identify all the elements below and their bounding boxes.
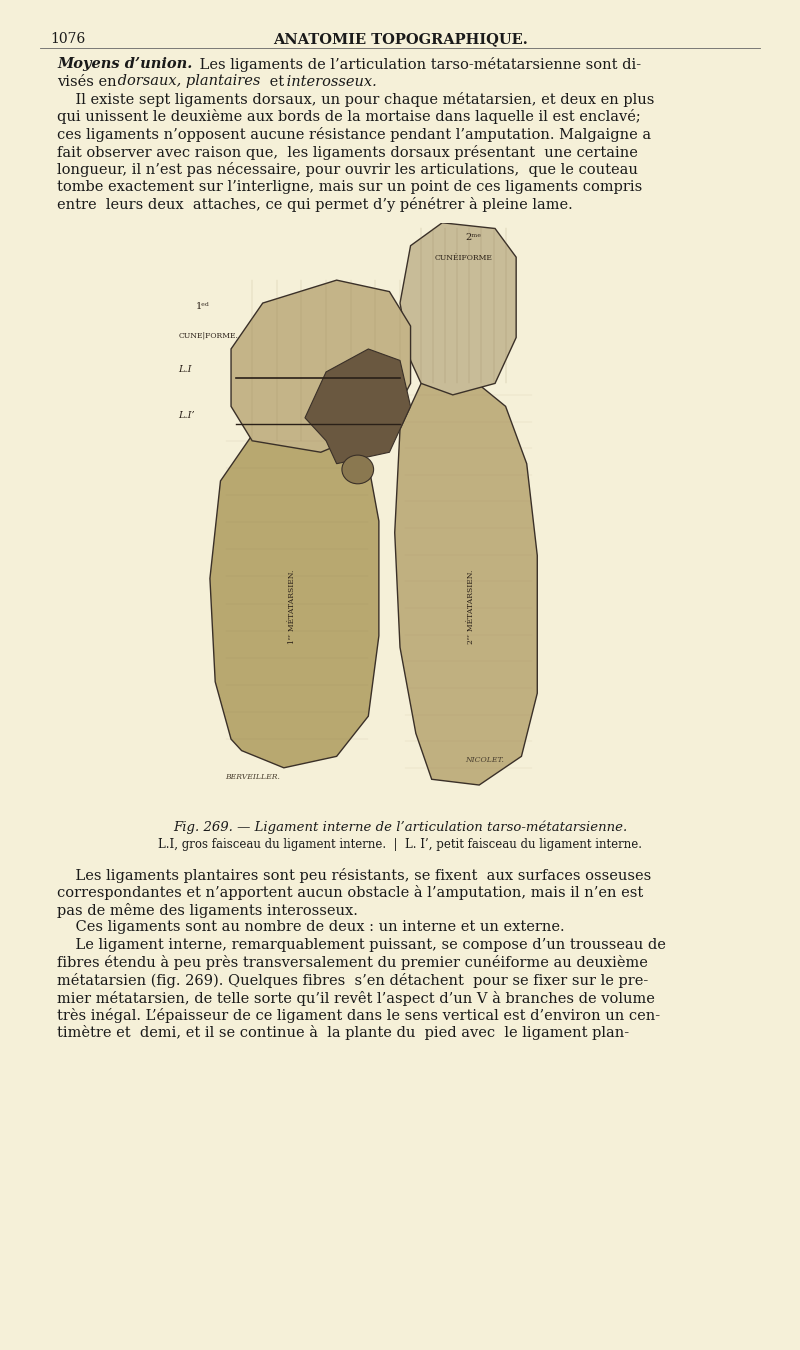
Polygon shape: [231, 281, 410, 452]
Text: métatarsien (fig. 269). Quelques fibres  s’en détachent  pour se fixer sur le pr: métatarsien (fig. 269). Quelques fibres …: [57, 973, 648, 988]
Text: 1ᵉᵈ: 1ᵉᵈ: [196, 302, 210, 311]
Text: visés en: visés en: [57, 74, 117, 89]
Text: fibres étendu à peu près transversalement du premier cunéiforme au deuxième: fibres étendu à peu près transversalemen…: [57, 956, 648, 971]
Text: fait observer avec raison que,  les ligaments dorsaux présentant  une certaine: fait observer avec raison que, les ligam…: [57, 144, 638, 159]
Polygon shape: [394, 371, 538, 786]
Polygon shape: [400, 223, 516, 394]
Text: Ces ligaments sont au nombre de deux : un interne et un externe.: Ces ligaments sont au nombre de deux : u…: [57, 921, 565, 934]
Text: L.I, gros faisceau du ligament interne.  |  L. I’, petit faisceau du ligament in: L.I, gros faisceau du ligament interne. …: [158, 838, 642, 850]
Polygon shape: [210, 418, 379, 768]
Text: Les ligaments plantaires sont peu résistants, se fixent  aux surfaces osseuses: Les ligaments plantaires sont peu résist…: [57, 868, 651, 883]
Text: pas de même des ligaments interosseux.: pas de même des ligaments interosseux.: [57, 903, 358, 918]
Text: 1ᵉʳ MÉTATARSIEN.: 1ᵉʳ MÉTATARSIEN.: [288, 570, 296, 644]
Text: Il existe sept ligaments dorsaux, un pour chaque métatarsien, et deux en plus: Il existe sept ligaments dorsaux, un pou…: [57, 92, 654, 107]
Text: interosseux.: interosseux.: [282, 74, 377, 89]
Text: BERVEILLER.: BERVEILLER.: [225, 774, 279, 782]
Text: mier métatarsien, de telle sorte qu’il revêt l’aspect d’un V à branches de volum: mier métatarsien, de telle sorte qu’il r…: [57, 991, 655, 1006]
Text: longueur, il n’est pas nécessaire, pour ouvrir les articulations,  que le coutea: longueur, il n’est pas nécessaire, pour …: [57, 162, 638, 177]
Text: L.I: L.I: [178, 364, 192, 374]
Text: timètre et  demi, et il se continue à  la plante du  pied avec  le ligament plan: timètre et demi, et il se continue à la …: [57, 1026, 629, 1041]
Polygon shape: [305, 348, 410, 464]
Text: Le ligament interne, remarquablement puissant, se compose d’un trousseau de: Le ligament interne, remarquablement pui…: [57, 938, 666, 952]
Text: CUNÉIFORME: CUNÉIFORME: [434, 254, 492, 262]
Text: ANATOMIE TOPOGRAPHIQUE.: ANATOMIE TOPOGRAPHIQUE.: [273, 32, 527, 46]
Text: entre  leurs deux  attaches, ce qui permet d’y pénétrer à pleine lame.: entre leurs deux attaches, ce qui permet…: [57, 197, 573, 212]
Text: tombe exactement sur l’interligne, mais sur un point de ces ligaments compris: tombe exactement sur l’interligne, mais …: [57, 180, 642, 193]
Text: 2ᵐᵉ: 2ᵐᵉ: [466, 234, 482, 242]
Ellipse shape: [342, 455, 374, 483]
Text: Moyens d’union.: Moyens d’union.: [57, 57, 192, 72]
Text: correspondantes et n’apportent aucun obstacle à l’amputation, mais il n’en est: correspondantes et n’apportent aucun obs…: [57, 886, 643, 900]
Text: Les ligaments de l’articulation tarso-métatarsienne sont di-: Les ligaments de l’articulation tarso-mé…: [195, 57, 641, 72]
Text: NICOLET.: NICOLET.: [465, 756, 504, 764]
Text: L.I’: L.I’: [178, 410, 195, 420]
Text: 2ᵉʳ MÉTATARSIEN.: 2ᵉʳ MÉTATARSIEN.: [467, 570, 475, 644]
Text: 1076: 1076: [50, 32, 86, 46]
Text: Fig. 269. — Ligament interne de l’articulation tarso-métatarsienne.: Fig. 269. — Ligament interne de l’articu…: [173, 819, 627, 833]
Text: très inégal. L’épaisseur de ce ligament dans le sens vertical est d’environ un c: très inégal. L’épaisseur de ce ligament …: [57, 1008, 660, 1023]
Text: et: et: [265, 74, 284, 89]
Text: qui unissent le deuxième aux bords de la mortaise dans laquelle il est enclavé;: qui unissent le deuxième aux bords de la…: [57, 109, 641, 124]
Text: dorsaux, plantaires: dorsaux, plantaires: [113, 74, 260, 89]
Text: CUNE|FORME.: CUNE|FORME.: [178, 332, 238, 339]
Text: ces ligaments n’opposent aucune résistance pendant l’amputation. Malgaigne a: ces ligaments n’opposent aucune résistan…: [57, 127, 651, 142]
